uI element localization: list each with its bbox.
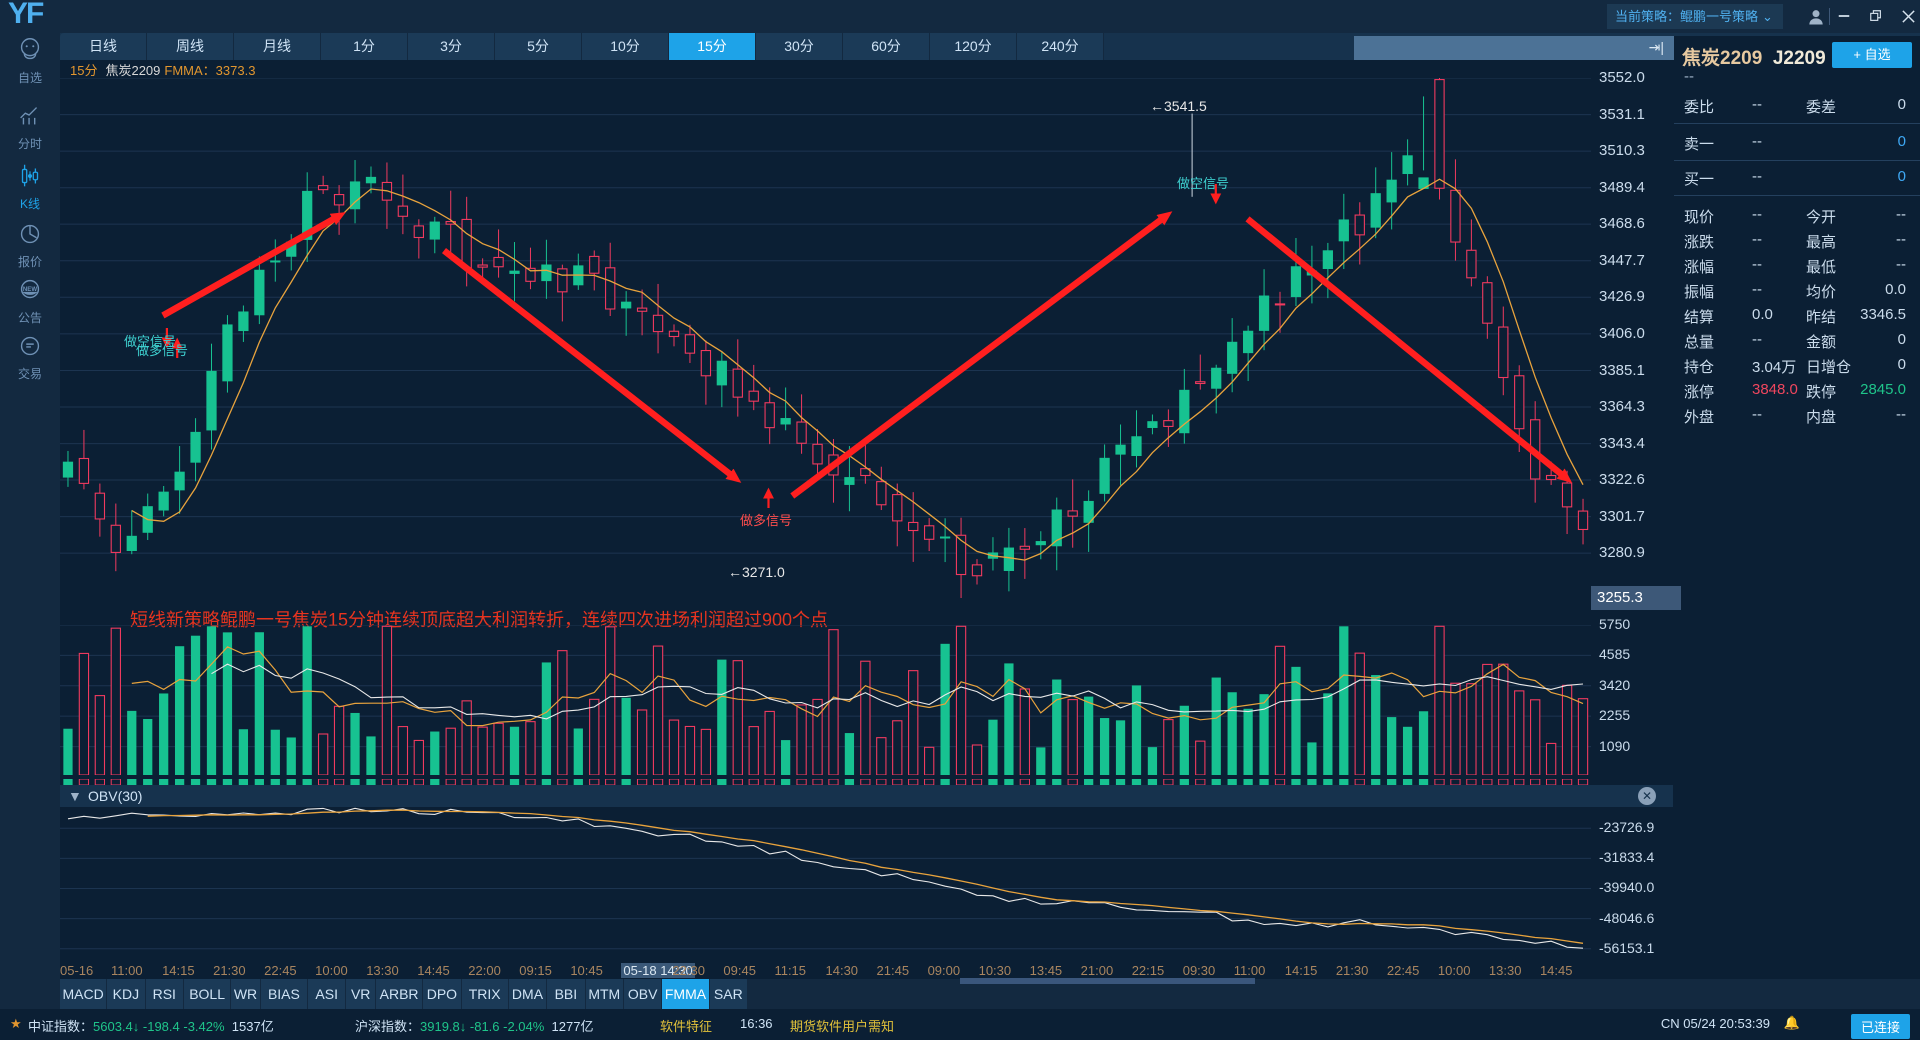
svg-text:NEW: NEW <box>23 286 37 293</box>
